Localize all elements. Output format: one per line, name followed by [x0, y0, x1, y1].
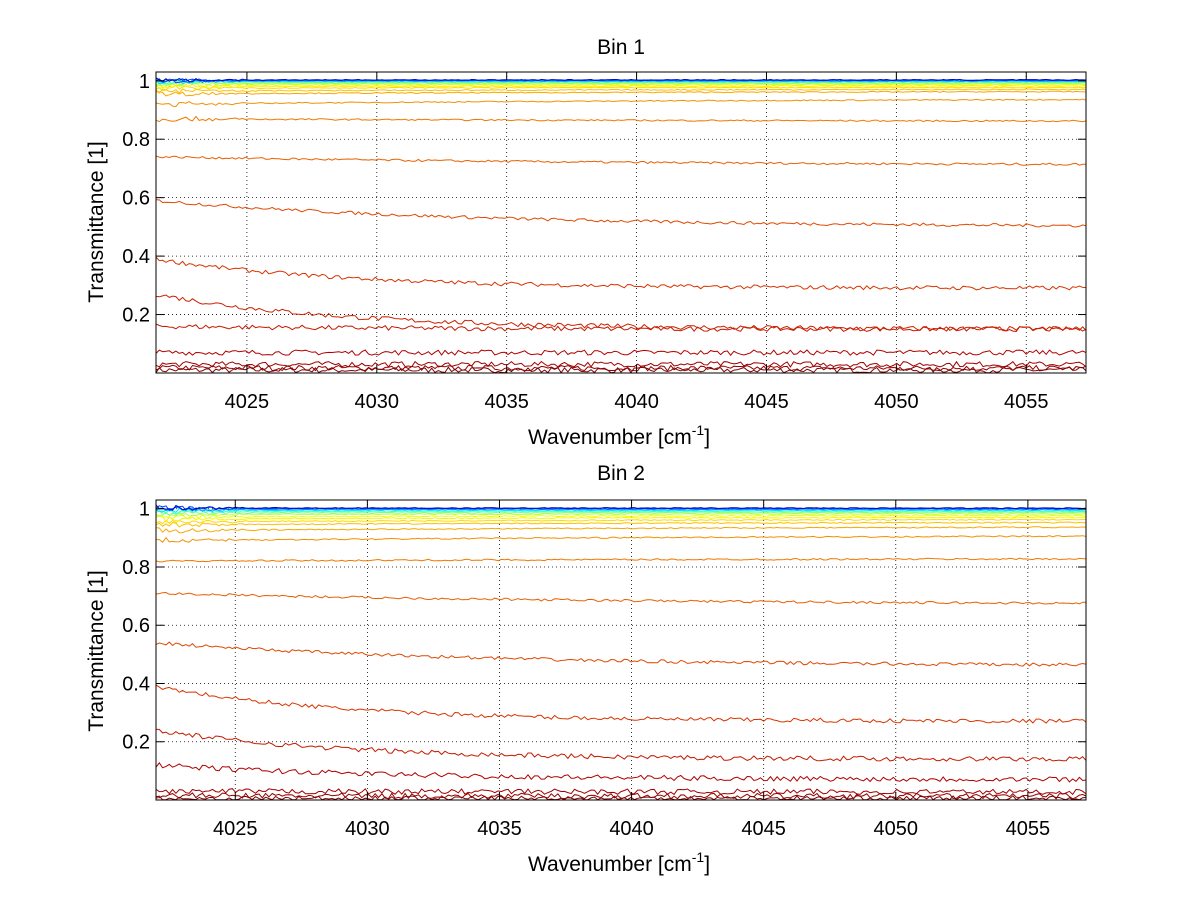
y-tick-label: 0.6 [122, 615, 150, 637]
x-axis-label-close: ] [704, 426, 710, 449]
x-tick-label: 4050 [874, 391, 919, 413]
y-tick-labels: 0.2 0.4 0.6 0.8 1 [122, 499, 150, 754]
chart-title: Bin 1 [597, 36, 645, 59]
series-line [155, 88, 1087, 94]
series-line [155, 360, 1087, 368]
x-tick-label: 4035 [484, 391, 529, 413]
series-line [155, 795, 1087, 801]
series-line [155, 515, 1087, 523]
series-line [155, 82, 1087, 89]
series-line [155, 518, 1087, 525]
x-axis-label-superscript: -1 [692, 422, 705, 438]
series-line [155, 514, 1087, 519]
x-tick-labels: 4025 4030 4035 4040 4045 4050 4055 [213, 818, 1050, 840]
x-tick-label: 4040 [614, 391, 659, 413]
series-line [155, 511, 1087, 517]
y-tick-label: 1 [139, 71, 150, 93]
y-tick-label: 1 [139, 499, 150, 521]
x-tick-label: 4025 [213, 818, 258, 840]
series-line [155, 641, 1087, 667]
x-tick-label: 4055 [1006, 818, 1051, 840]
y-tick-label: 0.4 [122, 246, 150, 268]
series-line [155, 364, 1087, 372]
chart-title: Bin 2 [597, 462, 645, 485]
series-line [155, 521, 1087, 528]
series-line [155, 77, 1087, 84]
x-tick-label: 4045 [741, 818, 786, 840]
series-group [155, 504, 1087, 801]
series-line [155, 155, 1087, 166]
x-tick-label: 4045 [744, 391, 789, 413]
series-line [155, 684, 1087, 724]
series-line [155, 788, 1087, 796]
series-line [155, 294, 1087, 332]
series-line [155, 115, 1087, 123]
subplot-bin-2: Bin 2 4025 4030 4035 4040 4045 4050 4055 0.20.… [85, 462, 1087, 876]
series-line [155, 504, 1087, 511]
series-line [155, 77, 1087, 83]
y-axis-label: Transmittance [1] [85, 570, 108, 731]
series-line [155, 508, 1086, 516]
series-line [155, 98, 1087, 108]
axes-box [155, 71, 1087, 374]
x-tick-label: 4055 [1004, 391, 1049, 413]
series-group [155, 77, 1087, 374]
x-tick-label: 4035 [477, 818, 522, 840]
series-line [155, 535, 1087, 544]
series-line [155, 90, 1087, 97]
tick-marks [156, 500, 1086, 800]
tick-marks [156, 72, 1086, 373]
x-tick-label: 4040 [609, 818, 654, 840]
y-tick-label: 0.4 [122, 673, 150, 695]
y-tick-label: 0.8 [122, 129, 150, 151]
x-axis-label-superscript: -1 [692, 849, 705, 865]
x-axis-label-base: Wavenumber [cm [528, 426, 692, 449]
series-line [155, 83, 1087, 90]
series-line [155, 349, 1087, 356]
x-tick-labels: 4025 4030 4035 4040 4045 4050 4055 [225, 391, 1049, 413]
series-line [155, 81, 1087, 87]
x-tick-label: 4030 [345, 818, 390, 840]
y-tick-label: 0.2 [122, 305, 150, 327]
x-axis-label: Wavenumber [cm-1] [528, 849, 710, 876]
series-line [155, 256, 1087, 291]
series-line [155, 526, 1087, 534]
x-tick-label: 4050 [874, 818, 919, 840]
series-line [155, 762, 1087, 783]
series-line [155, 792, 1087, 800]
x-tick-label: 4025 [225, 391, 270, 413]
series-line [155, 509, 1087, 516]
series-line [155, 199, 1087, 228]
x-tick-label: 4030 [355, 391, 400, 413]
series-line [155, 507, 1087, 514]
y-tick-label: 0.6 [122, 188, 150, 210]
y-axis-label: Transmittance [1] [85, 141, 108, 302]
x-axis-label: Wavenumber [cm-1] [528, 422, 710, 449]
series-line [156, 728, 1087, 762]
series-line [155, 84, 1087, 92]
series-line [155, 557, 1087, 563]
y-tick-label: 0.8 [122, 557, 150, 579]
axes-box [155, 499, 1087, 801]
x-axis-label-base: Wavenumber [cm [528, 853, 692, 876]
subplot-bin-1: Bin 1 4025 4030 4035 4040 4045 4050 4055 0.20.… [85, 36, 1087, 449]
y-tick-labels: 0.2 0.4 0.6 0.8 1 [122, 71, 150, 327]
series-line [155, 591, 1087, 605]
y-tick-label: 0.2 [122, 732, 150, 754]
x-axis-label-close: ] [704, 853, 710, 876]
